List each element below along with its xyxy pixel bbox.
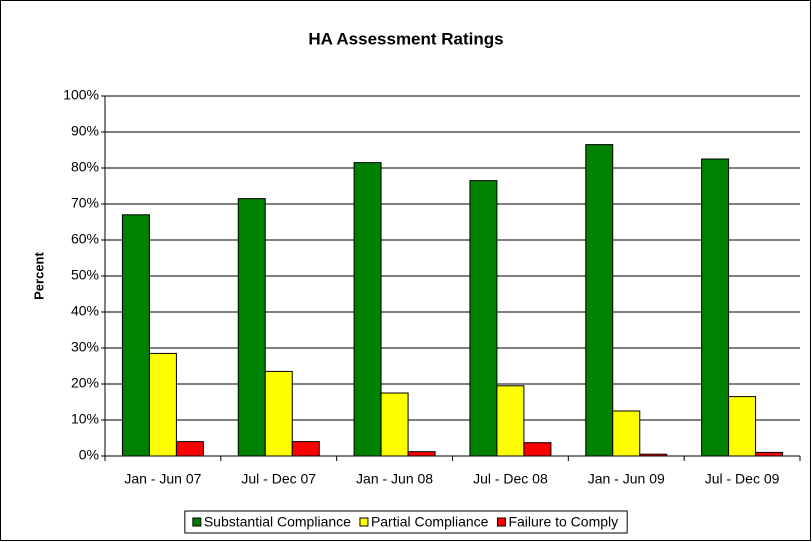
- y-tick-label: 60%: [71, 231, 99, 247]
- bar: [264, 370, 293, 457]
- y-tick-label: 100%: [63, 87, 99, 103]
- chart-title: HA Assessment Ratings: [308, 29, 503, 48]
- y-tick-label: 70%: [71, 195, 99, 211]
- bar: [585, 144, 614, 457]
- bar: [612, 410, 641, 457]
- bar: [407, 451, 436, 457]
- bar: [728, 396, 757, 457]
- bar: [496, 385, 525, 457]
- x-tick-label: Jul - Dec 08: [473, 471, 548, 487]
- legend-swatch: [359, 517, 369, 527]
- legend-label: Failure to Comply: [508, 514, 618, 530]
- legend-swatch: [496, 517, 506, 527]
- bar: [291, 441, 320, 457]
- y-tick-label: 50%: [71, 267, 99, 283]
- y-tick-label: 0%: [79, 447, 99, 463]
- legend-box: [184, 510, 628, 534]
- bar: [469, 180, 498, 457]
- y-tick-label: 80%: [71, 159, 99, 175]
- y-tick-label: 40%: [71, 303, 99, 319]
- bar: [701, 158, 730, 457]
- legend-label: Substantial Compliance: [204, 514, 351, 530]
- bar: [175, 441, 204, 457]
- bar: [380, 392, 409, 457]
- bar: [237, 198, 266, 457]
- bar: [755, 451, 784, 457]
- x-tick-label: Jul - Dec 09: [705, 471, 780, 487]
- bar: [121, 214, 150, 457]
- x-tick-label: Jan - Jun 07: [124, 471, 201, 487]
- y-tick-label: 10%: [71, 411, 99, 427]
- x-tick-label: Jan - Jun 08: [356, 471, 433, 487]
- y-tick-label: 30%: [71, 339, 99, 355]
- bar: [523, 442, 552, 457]
- y-tick-label: 20%: [71, 375, 99, 391]
- bar: [148, 352, 177, 457]
- legend-swatch: [192, 517, 202, 527]
- legend-label: Partial Compliance: [371, 514, 489, 530]
- x-tick-label: Jan - Jun 09: [588, 471, 665, 487]
- y-axis-title: Percent: [31, 251, 46, 299]
- y-tick-label: 90%: [71, 123, 99, 139]
- x-tick-label: Jul - Dec 07: [241, 471, 316, 487]
- bar: [353, 162, 382, 457]
